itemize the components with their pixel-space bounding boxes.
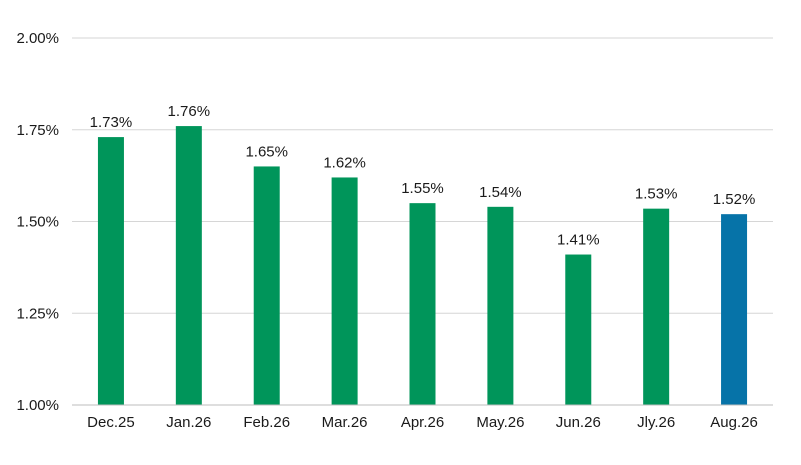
data-label: 1.55% [401, 180, 444, 197]
data-label: 1.76% [168, 103, 211, 120]
bar-aug-26 [721, 214, 748, 405]
bar-jun-26 [565, 254, 592, 405]
bar-jly-26 [643, 208, 670, 405]
y-tick-label: 1.75% [16, 122, 59, 139]
bar-dec-25 [97, 137, 124, 405]
x-tick-label: Mar.26 [322, 414, 368, 431]
x-tick-label: Apr.26 [401, 414, 444, 431]
x-tick-label: Feb.26 [243, 414, 290, 431]
bar-jan-26 [175, 126, 202, 405]
bar-may-26 [487, 206, 514, 405]
y-tick-label: 1.50% [16, 214, 59, 231]
data-label: 1.52% [713, 191, 756, 208]
x-axis-tick-labels: Dec.25 Jan.26 Feb.26 Mar.26 Apr.26 May.26 Jun.… [87, 414, 758, 431]
y-axis-tick-labels: 1.00% 1.25% 1.50% 1.75% 2.00% [16, 30, 59, 414]
x-tick-label: May.26 [476, 414, 524, 431]
data-label: 1.62% [323, 154, 366, 171]
x-tick-label: Dec.25 [87, 414, 135, 431]
x-tick-label: Aug.26 [710, 414, 758, 431]
data-label: 1.65% [245, 143, 288, 160]
data-labels: 1.73% 1.76% 1.65% 1.62% 1.55% 1.54% 1.41% 1.53%… [90, 103, 756, 248]
bar-apr-26 [409, 203, 436, 405]
data-label: 1.53% [635, 186, 678, 203]
data-label: 1.41% [557, 232, 600, 249]
data-label: 1.54% [479, 184, 522, 201]
y-tick-label: 1.25% [16, 305, 59, 322]
bars [97, 126, 748, 405]
data-label: 1.73% [90, 114, 133, 131]
bar-feb-26 [253, 166, 280, 405]
x-tick-label: Jun.26 [556, 414, 601, 431]
y-tick-label: 2.00% [16, 30, 59, 47]
bar-mar-26 [331, 177, 358, 405]
x-tick-label: Jly.26 [637, 414, 675, 431]
x-tick-label: Jan.26 [166, 414, 211, 431]
y-tick-label: 1.00% [16, 397, 59, 414]
